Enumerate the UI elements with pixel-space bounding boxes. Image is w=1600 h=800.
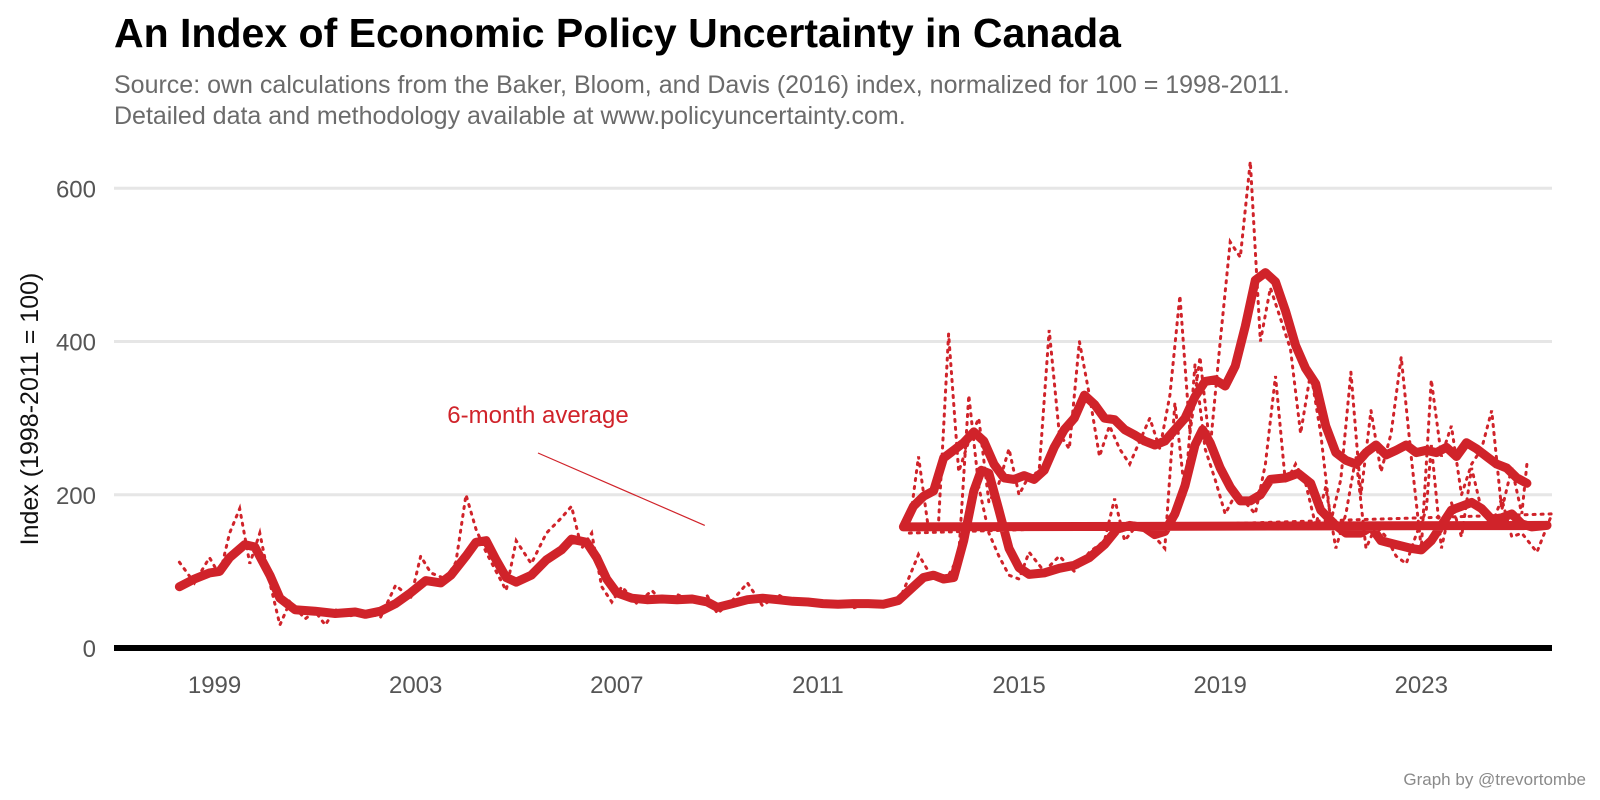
x-tick-label: 1999 — [188, 672, 241, 699]
chart-title: An Index of Economic Policy Uncertainty … — [114, 10, 1121, 56]
y-tick-label: 0 — [83, 636, 96, 663]
x-tick-label: 2023 — [1395, 672, 1448, 699]
y-tick-label: 600 — [56, 176, 96, 203]
x-tick-label: 2019 — [1193, 672, 1246, 699]
graph-credit: Graph by @trevortombe — [1403, 770, 1586, 789]
subtitle-line-1: Source: own calculations from the Baker,… — [114, 71, 1290, 99]
annotation-label: 6-month average — [447, 402, 628, 429]
x-tick-label: 2003 — [389, 672, 442, 699]
annotation-arrow — [537, 452, 706, 526]
x-tick-label: 2015 — [992, 672, 1045, 699]
annotation-layer: 6-month average — [447, 402, 706, 526]
subtitle-line-2: Detailed data and methodology available … — [114, 102, 906, 130]
series-layer — [174, 161, 1555, 630]
series-6-month-average-line — [174, 268, 1552, 619]
y-tick-label: 400 — [56, 330, 96, 357]
y-axis-ticks: 0 200 400 600 — [56, 176, 96, 663]
chart-subtitle: Source: own calculations from the Baker,… — [114, 70, 1290, 132]
x-tick-label: 2011 — [792, 672, 844, 699]
x-axis-ticks: 1999 2003 2007 2011 2015 2019 2023 — [188, 672, 1448, 699]
y-axis-label: Index (1998-2011 = 100) — [16, 273, 44, 546]
y-tick-label: 200 — [56, 483, 96, 510]
x-tick-label: 2007 — [590, 672, 643, 699]
series-monthly-index-line — [177, 161, 1555, 630]
